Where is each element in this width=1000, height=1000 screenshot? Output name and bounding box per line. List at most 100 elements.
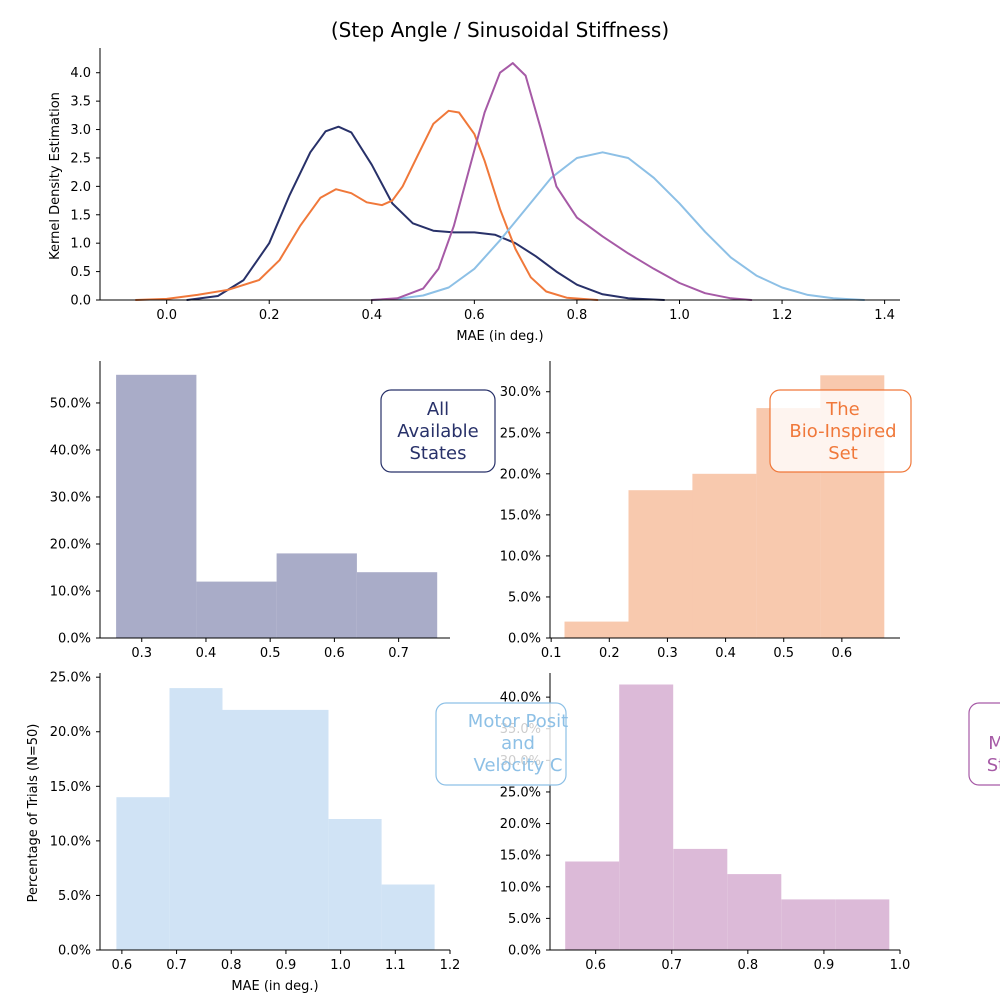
kde-xtick-label: 0.8 xyxy=(567,308,588,323)
kde-xlabel: MAE (in deg.) xyxy=(456,329,543,344)
hist-all-bar xyxy=(356,572,438,638)
hist-motor-xlabel: MAE (in deg.) xyxy=(231,979,318,994)
figure-title: (Step Angle / Sinusoidal Stiffness) xyxy=(331,18,669,42)
kde-ytick-label: 3.5 xyxy=(70,95,91,110)
hist-fourth-bar xyxy=(673,848,728,950)
hist-all-label-frame xyxy=(380,389,496,473)
hist-all-xtick-label: 0.4 xyxy=(196,646,217,661)
hist-motor-xtick-label: 0.7 xyxy=(166,958,187,973)
hist-fourth-label-frame xyxy=(968,702,1000,786)
hist-motor-ytick-label: 10.0% xyxy=(50,834,91,849)
hist-motor-label-frame xyxy=(435,702,567,786)
kde-series-bio xyxy=(134,109,599,301)
hist-all-ytick-label: 30.0% xyxy=(50,490,91,505)
hist-fourth-xtick-label: 1.0 xyxy=(890,958,911,973)
hist-motor-xtick-label: 1.2 xyxy=(440,958,461,973)
hist-motor-bar xyxy=(222,709,276,950)
hist-all-bar xyxy=(116,374,197,638)
hist-all-panel: 0.3 0.4 0.5 0.6 0.7 0.0% 10.0% 20.0% 30.0% 40.0% 5… xyxy=(50,361,450,661)
hist-motor-label-line: Velocity C xyxy=(474,755,563,776)
hist-motor-xtick-label: 0.9 xyxy=(276,958,297,973)
hist-fourth-bar xyxy=(781,899,836,950)
hist-fourth-ytick-label: 15.0% xyxy=(500,849,541,864)
hist-fourth-ytick-label: 10.0% xyxy=(500,880,541,895)
kde-xtick-label: 0.0 xyxy=(156,308,177,323)
hist-fourth-bar xyxy=(835,899,890,950)
kde-panel: Kernel Density Estimation MAE (in deg.) … xyxy=(48,48,900,344)
hist-motor-bar xyxy=(381,884,435,950)
hist-bio-ytick-label: 30.0% xyxy=(500,385,541,400)
hist-bio-bar xyxy=(564,621,629,638)
hist-fourth-ytick-label: 5.0% xyxy=(508,912,541,927)
kde-xtick-label: 0.6 xyxy=(464,308,485,323)
hist-motor-ytick-label: 25.0% xyxy=(50,671,91,686)
hist-fourth-bar xyxy=(619,684,674,950)
hist-bio-label-line: The xyxy=(825,399,859,420)
hist-fourth-bar xyxy=(727,874,782,950)
hist-bio-ytick-label: 5.0% xyxy=(508,590,541,605)
hist-bio-xtick-label: 0.3 xyxy=(657,646,678,661)
kde-ytick-label: 2.0 xyxy=(70,180,91,195)
hist-all-ytick-label: 40.0% xyxy=(50,443,91,458)
hist-bio-xtick-label: 0.5 xyxy=(773,646,794,661)
hist-bio-ytick-label: 20.0% xyxy=(500,467,541,482)
hist-all-label-line: All xyxy=(427,399,449,420)
hist-fourth-panel: 0.6 0.7 0.8 0.9 1.0 0.0% 5.0% 10.0% 15.0% 20.0% 25… xyxy=(500,673,911,973)
hist-bio-xtick-label: 0.6 xyxy=(832,646,853,661)
hist-all-label-line: States xyxy=(409,443,466,464)
kde-xtick-label: 1.2 xyxy=(772,308,793,323)
hist-motor-ytick-label: 0.0% xyxy=(58,944,91,959)
hist-all-xtick-label: 0.3 xyxy=(131,646,152,661)
hist-fourth-xtick-label: 0.7 xyxy=(661,958,682,973)
kde-ytick-label: 1.5 xyxy=(70,208,91,223)
kde-xtick-label: 0.2 xyxy=(259,308,280,323)
hist-fourth-xtick-label: 0.6 xyxy=(585,958,606,973)
hist-bio-label-line: Set xyxy=(828,443,858,464)
hist-bio-label-line: Bio-Inspired xyxy=(789,421,896,442)
hist-motor-ytick-label: 20.0% xyxy=(50,725,91,740)
hist-fourth-label-line: St xyxy=(987,755,1000,776)
hist-motor-label-line: and xyxy=(501,733,535,754)
kde-ytick-label: 0.5 xyxy=(70,265,91,280)
kde-series-fourth xyxy=(370,62,753,301)
hist-bio-ytick-label: 10.0% xyxy=(500,549,541,564)
kde-ylabel: Kernel Density Estimation xyxy=(48,92,63,260)
hist-fourth-label-box: MSt xyxy=(968,702,1000,786)
kde-ytick-label: 1.0 xyxy=(70,237,91,252)
hist-bio-xtick-label: 0.4 xyxy=(715,646,736,661)
hist-motor-xtick-label: 0.8 xyxy=(221,958,242,973)
hist-bio-label-frame xyxy=(769,389,912,473)
hist-motor-xtick-label: 1.0 xyxy=(330,958,351,973)
hist-all-xtick-label: 0.5 xyxy=(260,646,281,661)
hist-bio-ytick-label: 25.0% xyxy=(500,426,541,441)
hist-fourth-ytick-label: 40.0% xyxy=(500,691,541,706)
hist-bio-ytick-label: 0.0% xyxy=(508,632,541,647)
hist-all-ytick-label: 0.0% xyxy=(58,632,91,647)
hist-bio-xtick-label: 0.2 xyxy=(599,646,620,661)
hist-motor-bar xyxy=(169,688,223,950)
hist-bio-xtick-label: 0.1 xyxy=(541,646,562,661)
kde-ytick-label: 3.0 xyxy=(70,123,91,138)
hist-all-bar xyxy=(276,553,357,638)
hist-all-ytick-label: 50.0% xyxy=(50,396,91,411)
kde-ytick-label: 2.5 xyxy=(70,151,91,166)
hist-all-bar xyxy=(196,581,277,638)
hist-bio-bar xyxy=(628,490,693,638)
kde-series-motor xyxy=(370,151,866,301)
hist-fourth-xtick-label: 0.8 xyxy=(737,958,758,973)
hist-motor-ytick-label: 5.0% xyxy=(58,889,91,904)
hist-all-xtick-label: 0.7 xyxy=(388,646,409,661)
hist-motor-label-line: Motor Posit xyxy=(468,711,568,732)
hist-all-label-line: Available xyxy=(397,421,478,442)
kde-xtick-label: 1.4 xyxy=(874,308,895,323)
hist-fourth-ytick-label: 20.0% xyxy=(500,817,541,832)
hist-motor-bar xyxy=(116,797,170,950)
hist-all-ytick-label: 10.0% xyxy=(50,584,91,599)
hist-motor-ytick-label: 15.0% xyxy=(50,780,91,795)
hist-fourth-bar xyxy=(565,861,620,950)
kde-xtick-label: 1.0 xyxy=(669,308,690,323)
hist-fourth-ytick-label: 0.0% xyxy=(508,944,541,959)
hist-bio-bar xyxy=(692,473,757,638)
